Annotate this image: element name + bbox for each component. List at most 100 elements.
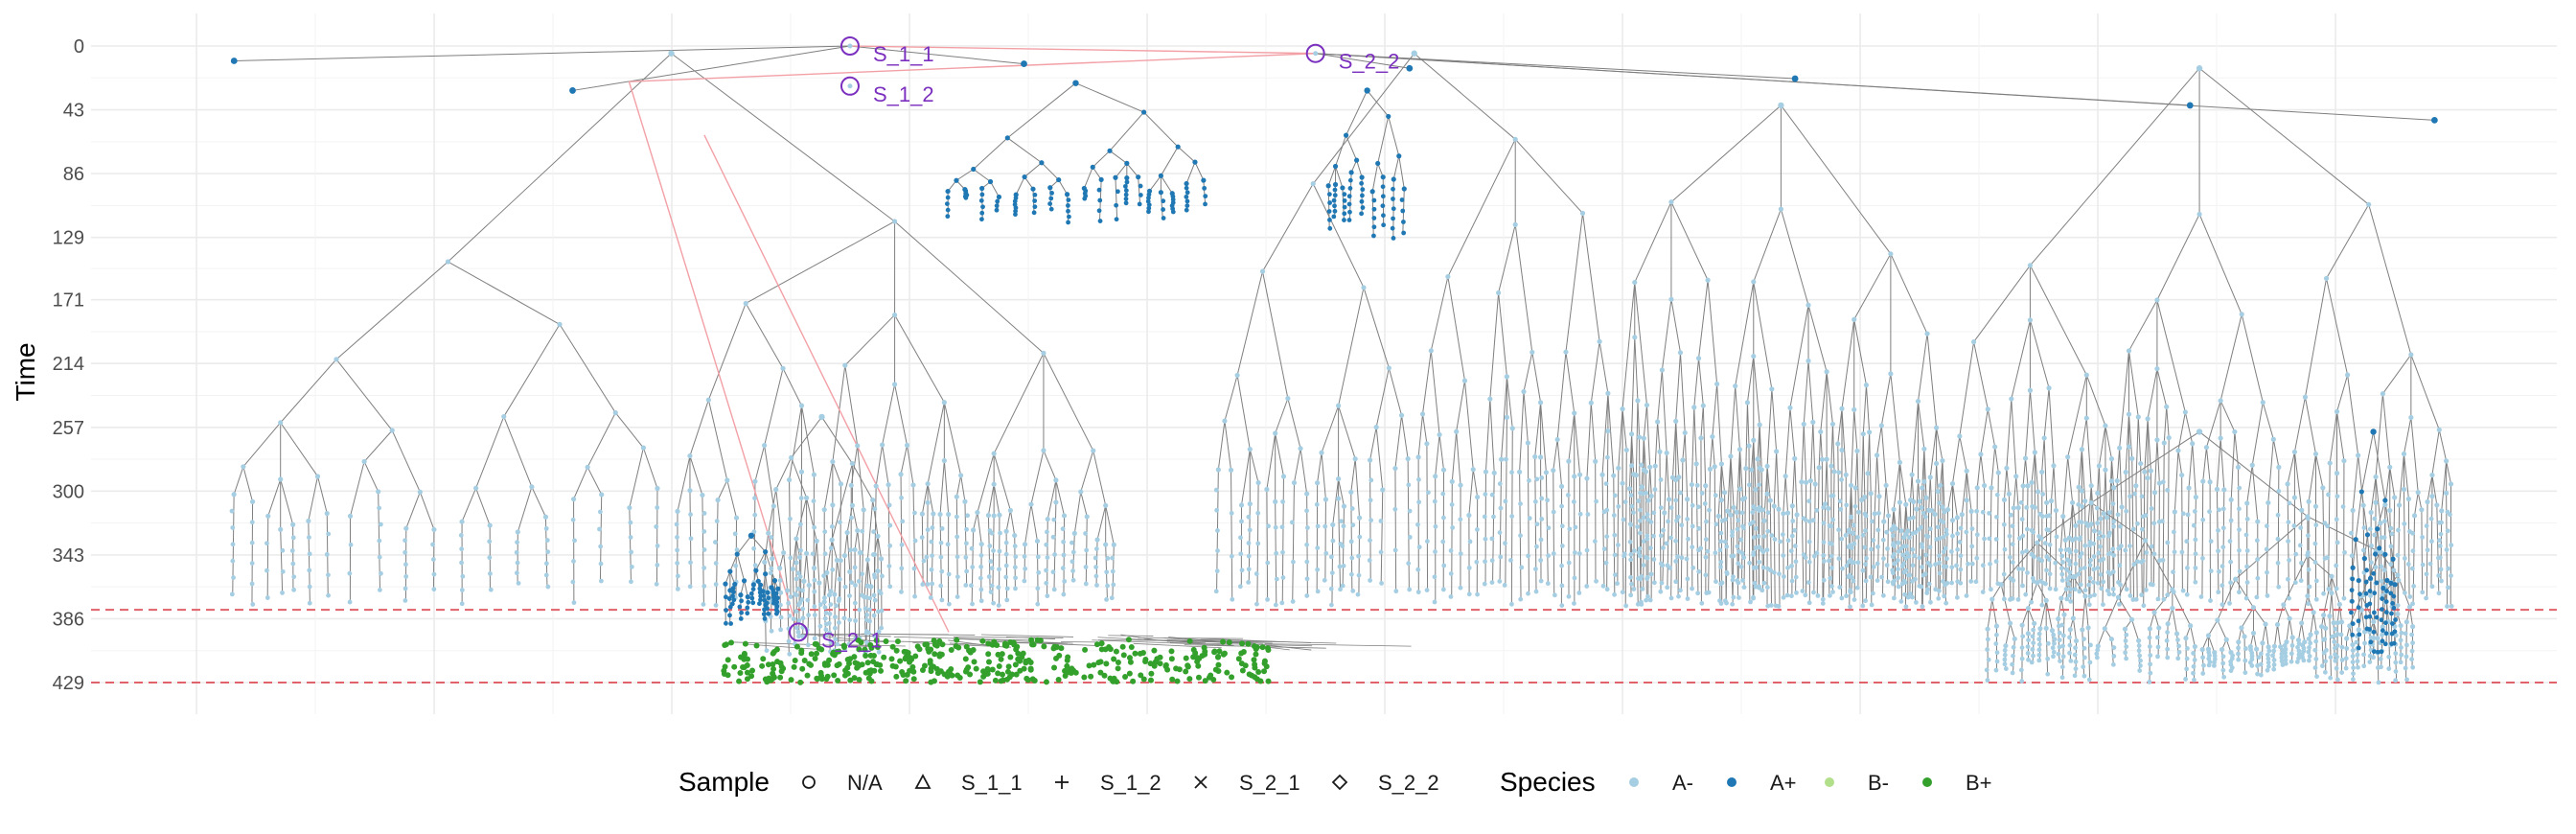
tree-node <box>1901 562 1906 567</box>
tree-node <box>1742 585 1747 590</box>
tree-node <box>1707 591 1712 595</box>
tree-node <box>812 566 816 570</box>
tree-node <box>853 618 858 623</box>
tree-branch <box>1828 508 1829 595</box>
tree-node <box>1368 558 1372 563</box>
tree-node <box>1944 556 1949 561</box>
tree-branch <box>2378 529 2380 548</box>
tree-node <box>250 582 255 587</box>
tree-node <box>1604 508 1609 513</box>
tree-node <box>2307 585 2312 590</box>
tree-branch <box>1785 476 1787 513</box>
tree-node <box>1260 269 1265 274</box>
tree-node <box>2016 505 2021 510</box>
tree-node <box>1892 552 1897 557</box>
tree-node <box>2058 637 2062 642</box>
tree-node <box>1653 464 1658 469</box>
tree-node <box>702 602 706 607</box>
legend-label-sample: S_2_2 <box>1378 771 1439 795</box>
tree-node-b-plus <box>835 678 840 683</box>
tree-node <box>2404 631 2408 636</box>
tree-node <box>2095 506 2100 511</box>
tree-branch <box>2413 516 2414 604</box>
tree-node <box>1660 563 1665 568</box>
tree-node-b-plus <box>1148 671 1154 677</box>
tree-branch <box>1520 392 1524 473</box>
tree-node-b-plus <box>1247 671 1253 677</box>
tree-node <box>1794 575 1799 580</box>
tree-node <box>2219 398 2223 403</box>
tree-node <box>2165 541 2170 545</box>
tree-branch <box>1074 492 1080 533</box>
tree-node <box>1379 519 1384 523</box>
y-tick-label: 214 <box>53 354 84 375</box>
tree-node-b-plus <box>749 667 755 673</box>
tree-node <box>1601 584 1606 589</box>
tree-branch <box>928 484 933 514</box>
tree-node <box>1920 505 1924 510</box>
tree-branch <box>1881 426 1886 485</box>
tree-branch <box>1701 405 1703 438</box>
tree-node <box>446 259 450 264</box>
tree-node <box>730 602 735 607</box>
tree-branch <box>1731 386 1736 456</box>
tree-node <box>1871 538 1875 543</box>
tree-node <box>460 601 465 606</box>
tree-node <box>954 495 959 499</box>
tree-node <box>1240 568 1245 572</box>
tree-node <box>1071 550 1076 555</box>
tree-branch <box>1746 403 1748 469</box>
tree-node <box>2350 577 2355 582</box>
tree-node <box>2089 483 2094 488</box>
tree-node <box>2356 452 2360 457</box>
tree-node <box>1538 558 1543 563</box>
tree-node <box>2117 602 2122 607</box>
tree-node <box>1215 548 1220 553</box>
tree-node <box>1829 542 1834 546</box>
tree-node <box>798 522 803 527</box>
tree-node <box>2351 621 2356 626</box>
tree-node <box>964 527 969 532</box>
tree-node <box>2305 514 2310 519</box>
tree-node <box>2060 578 2065 583</box>
tree-branch <box>1325 499 1326 580</box>
tree-branch <box>1917 481 1919 509</box>
tree-node-b-plus <box>990 667 996 673</box>
tree-node <box>1490 558 1495 563</box>
tree-node <box>828 602 833 607</box>
tree-node <box>675 561 679 566</box>
tree-node <box>2137 654 2142 659</box>
tree-node <box>730 593 735 598</box>
tree-node <box>2209 539 2214 544</box>
tree-node <box>2087 602 2092 607</box>
tree-branch <box>678 456 690 512</box>
tree-node <box>2306 650 2311 655</box>
tree-node <box>1651 510 1656 515</box>
tree-node <box>2384 599 2389 604</box>
tree-node <box>2221 487 2226 492</box>
tree-branch <box>1713 384 1717 437</box>
tree-node-b-plus <box>1173 665 1179 671</box>
tree-node <box>2395 612 2400 616</box>
tree-node-b-plus <box>920 667 926 673</box>
tree-node <box>1690 587 1694 591</box>
tree-node <box>2030 660 2035 664</box>
tree-node <box>1869 491 1874 496</box>
tree-node <box>870 498 875 502</box>
tree-node <box>1828 593 1832 598</box>
tree-node <box>872 614 877 618</box>
legend-label-species: A- <box>1672 771 1693 795</box>
tree-node <box>828 612 833 616</box>
tree-node <box>2196 429 2202 434</box>
tree-node <box>2289 651 2294 656</box>
tree-branch <box>2371 476 2376 512</box>
tree-node <box>970 565 975 569</box>
tree-node <box>2369 544 2374 548</box>
tree-node <box>2081 664 2085 669</box>
tree-node <box>2329 591 2334 595</box>
tree-branch <box>1678 477 1679 596</box>
tree-branch <box>2422 510 2423 592</box>
sample-annotation-node <box>847 44 852 49</box>
tree-branch <box>1575 413 1580 475</box>
tree-branch <box>1810 422 1812 480</box>
